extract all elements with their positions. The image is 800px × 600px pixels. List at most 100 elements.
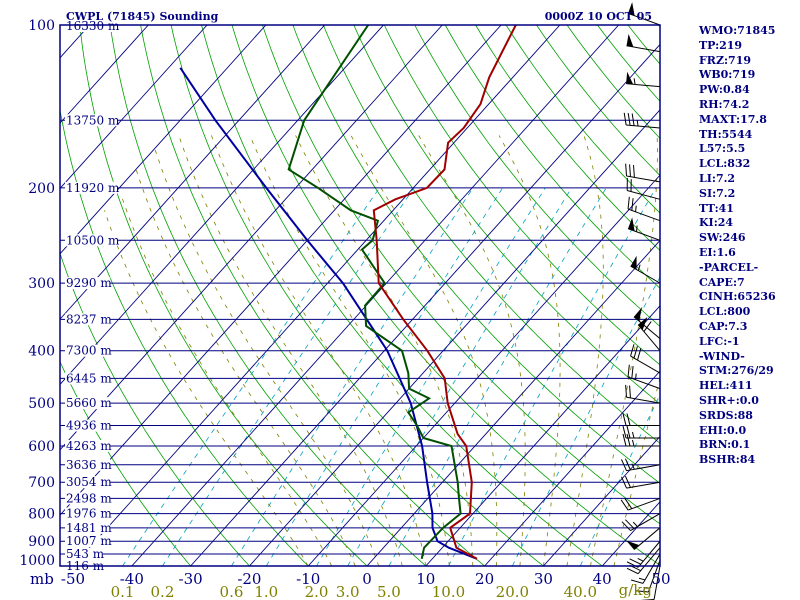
height-label: 2498 m: [66, 491, 112, 505]
station-title: CWPL (71845) Sounding: [66, 10, 219, 23]
height-label: 7300 m: [66, 344, 112, 358]
wind-barb: [621, 458, 661, 472]
index-item: KI:24: [699, 216, 734, 230]
isotherm: [60, 25, 443, 451]
index-item: BRN:0.1: [699, 438, 751, 452]
index-item: RH:74.2: [699, 97, 750, 111]
height-label-bg: [65, 397, 111, 410]
temperature-tick-label: -30: [179, 570, 203, 588]
height-label: 16330 m: [66, 19, 120, 33]
mixing-ratio-label: 2.0: [305, 583, 329, 600]
temperature-tick-label: 30: [534, 570, 553, 588]
temperature-tick-label: 10: [416, 570, 435, 588]
wind-barb: [630, 255, 661, 284]
isotherm: [60, 25, 384, 386]
height-label: 3636 m: [66, 458, 112, 472]
wind-barb: [625, 163, 661, 183]
isotherm: [60, 25, 208, 190]
height-label: 4936 m: [66, 419, 112, 433]
mixing-ratio-label: 10.0: [432, 583, 465, 600]
temperature-tick-label: 40: [593, 570, 612, 588]
isotherm: [484, 370, 660, 566]
index-item: BSHR:84: [699, 453, 756, 467]
height-label-bg: [65, 234, 118, 247]
height-label: 1976 m: [66, 507, 112, 521]
height-label-bg: [65, 344, 111, 357]
index-item: EHI:0.0: [699, 423, 747, 437]
isotherm: [72, 25, 561, 566]
mixing-ratio-label: 0.2: [151, 583, 175, 600]
height-label-bg: [65, 476, 111, 489]
wind-barb: [622, 425, 660, 439]
index-item: TH:5544: [699, 127, 753, 141]
dry-adiabat: [780, 25, 800, 566]
height-label: 10500 m: [66, 233, 120, 247]
pressure-tick-label: 600: [28, 439, 55, 455]
index-item: SHR+:0.0: [699, 393, 759, 407]
index-item: L57:5.5: [699, 142, 746, 156]
height-label: 13750 m: [66, 113, 120, 127]
isotherm: [366, 239, 660, 566]
height-label-bg: [65, 492, 111, 505]
height-label: 6445 m: [66, 371, 112, 385]
stability-indices-list: WMO:71845 TP:219 FRZ:719 WB0:719 PW:0.84 RH:7…: [699, 24, 776, 468]
isotherm: [425, 305, 660, 566]
wind-barb: [627, 217, 661, 241]
mixing-ratio-line: [316, 187, 546, 566]
height-label: 11920 m: [66, 181, 120, 195]
pressure-tick-label: 200: [28, 181, 55, 197]
height-label-bg: [65, 535, 111, 548]
wind-barb: [627, 196, 661, 222]
mixing-ratio-label: 0.6: [220, 583, 244, 600]
wind-barb: [625, 384, 661, 404]
temperature-tick-label: 50: [651, 570, 670, 588]
isotherm: [60, 25, 502, 516]
mixing-ratio-label: 20.0: [496, 583, 529, 600]
pressure-tick-label: 900: [28, 534, 55, 550]
index-item: CAPE:7: [699, 275, 745, 289]
index-item: HEL:411: [699, 379, 753, 393]
moist-adiabat: [590, 135, 658, 566]
isotherm: [131, 25, 620, 566]
temperature-tick-label: -50: [61, 570, 85, 588]
temperature-tick-label: -20: [237, 570, 261, 588]
mixing-ratio-line: [448, 187, 657, 566]
index-item: SW:246: [699, 231, 746, 245]
moist-adiabat: [178, 135, 403, 566]
height-label-bg: [65, 181, 118, 194]
height-label-bg: [65, 419, 111, 432]
height-label: 9290 m: [66, 276, 112, 290]
wind-barb: [626, 33, 661, 53]
pressure-tick-label: 1000: [19, 553, 55, 569]
index-item: WB0:719: [699, 68, 756, 82]
wind-barb: [637, 316, 661, 352]
pressure-unit-label: mb: [30, 570, 54, 588]
height-label: 8237 m: [66, 312, 112, 326]
wind-barb: [622, 433, 660, 447]
pressure-tick-label: 100: [28, 18, 55, 34]
wind-barb: [626, 178, 661, 200]
pressure-tick-label: 300: [28, 276, 55, 292]
pressure-tick-label: 700: [28, 475, 55, 491]
temperature-tick-label: -40: [120, 570, 144, 588]
wind-barb: [627, 2, 661, 26]
pressure-tick-label: 800: [28, 507, 55, 523]
index-item: FRZ:719: [699, 53, 752, 67]
isotherm: [60, 25, 267, 255]
sounding-profiles: [179, 25, 517, 560]
index-item: LCL:832: [699, 157, 751, 171]
height-label: 543 m: [66, 547, 105, 561]
index-item: LFC:-1: [699, 334, 740, 348]
index-item: SI:7.2: [699, 186, 736, 200]
index-item: CINH:65236: [699, 290, 776, 304]
index-item: SRDS:88: [699, 408, 753, 422]
mixing-ratio-label: 40.0: [564, 583, 597, 600]
observation-time: 0000Z 10 OCT 05: [545, 10, 652, 23]
mixing-ratio-label: 1.0: [254, 583, 278, 600]
height-label-bg: [65, 372, 111, 385]
height-label-bg: [65, 521, 111, 534]
index-item: -PARCEL-: [699, 260, 759, 274]
wind-barb: [626, 71, 661, 88]
wind-barb: [621, 475, 661, 489]
